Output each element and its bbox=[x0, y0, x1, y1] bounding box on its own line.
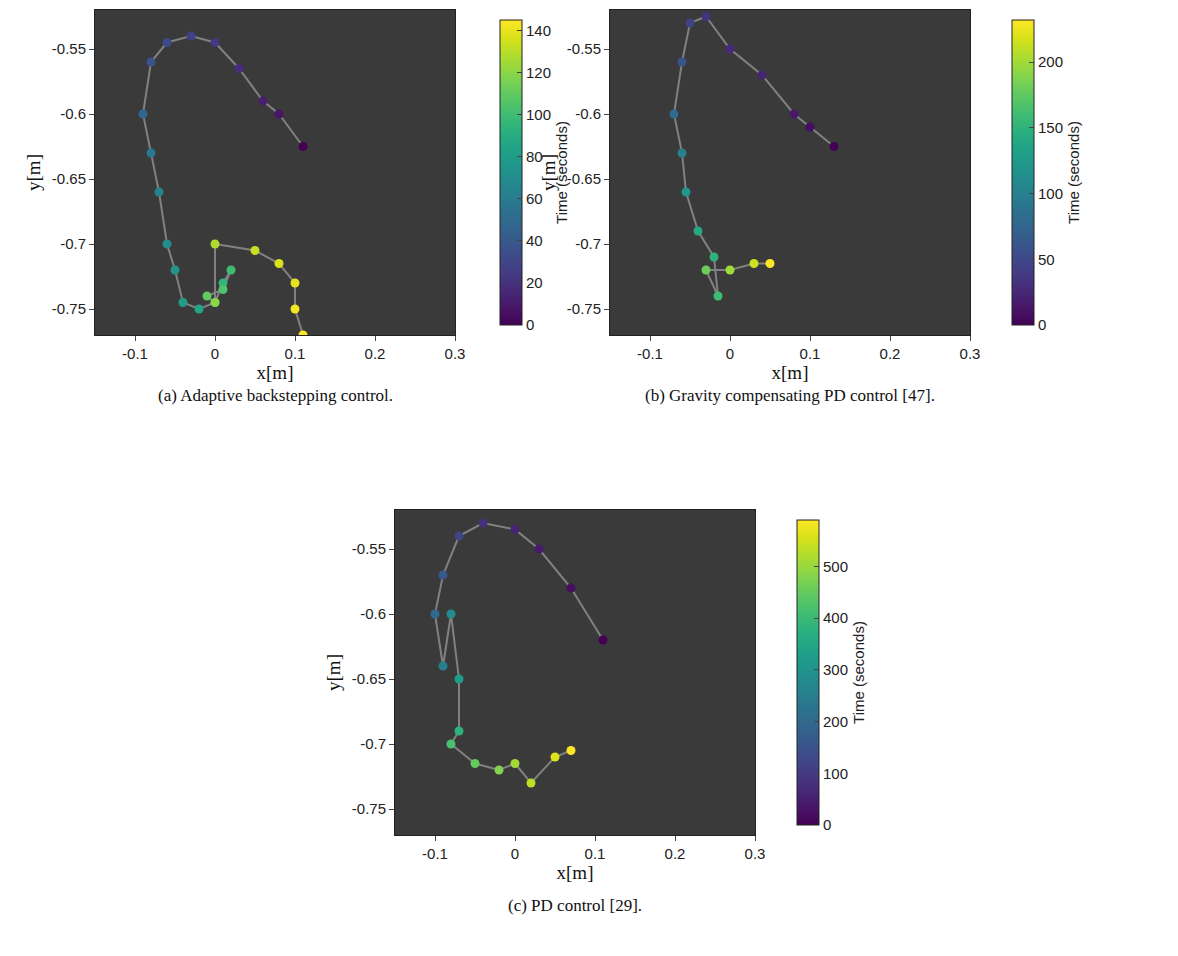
svg-text:-0.6: -0.6 bbox=[360, 605, 386, 622]
svg-text:-0.55: -0.55 bbox=[52, 40, 86, 57]
svg-text:0.3: 0.3 bbox=[960, 345, 981, 362]
svg-text:-0.75: -0.75 bbox=[352, 800, 386, 817]
svg-text:120: 120 bbox=[526, 64, 551, 81]
svg-text:0: 0 bbox=[211, 345, 219, 362]
svg-text:0.2: 0.2 bbox=[880, 345, 901, 362]
svg-text:Time (seconds): Time (seconds) bbox=[850, 621, 867, 724]
svg-text:-0.6: -0.6 bbox=[575, 105, 601, 122]
svg-text:0: 0 bbox=[511, 845, 519, 862]
svg-text:0.2: 0.2 bbox=[365, 345, 386, 362]
svg-text:0: 0 bbox=[823, 816, 831, 833]
svg-text:40: 40 bbox=[526, 232, 543, 249]
svg-text:0.3: 0.3 bbox=[445, 345, 466, 362]
svg-text:20: 20 bbox=[526, 274, 543, 291]
svg-text:(b) Gravity compensating PD co: (b) Gravity compensating PD control [47]… bbox=[645, 386, 935, 405]
svg-text:0.1: 0.1 bbox=[800, 345, 821, 362]
svg-text:80: 80 bbox=[526, 148, 543, 165]
svg-text:y[m]: y[m] bbox=[323, 654, 344, 691]
svg-text:0.2: 0.2 bbox=[665, 845, 686, 862]
svg-text:-0.1: -0.1 bbox=[122, 345, 148, 362]
svg-text:150: 150 bbox=[1038, 119, 1063, 136]
svg-text:-0.75: -0.75 bbox=[52, 300, 86, 317]
svg-text:200: 200 bbox=[1038, 53, 1063, 70]
svg-text:x[m]: x[m] bbox=[772, 362, 809, 383]
svg-text:-0.55: -0.55 bbox=[352, 540, 386, 557]
svg-text:-0.6: -0.6 bbox=[60, 105, 86, 122]
svg-text:100: 100 bbox=[526, 106, 551, 123]
svg-text:60: 60 bbox=[526, 190, 543, 207]
svg-text:-0.75: -0.75 bbox=[567, 300, 601, 317]
svg-text:y[m]: y[m] bbox=[23, 154, 44, 191]
svg-text:400: 400 bbox=[823, 609, 848, 626]
svg-text:-0.65: -0.65 bbox=[352, 670, 386, 687]
svg-text:Time (seconds): Time (seconds) bbox=[1065, 121, 1082, 224]
svg-text:500: 500 bbox=[823, 558, 848, 575]
svg-text:200: 200 bbox=[823, 713, 848, 730]
svg-text:x[m]: x[m] bbox=[557, 862, 594, 883]
svg-text:-0.1: -0.1 bbox=[637, 345, 663, 362]
svg-text:0: 0 bbox=[526, 316, 534, 333]
svg-text:50: 50 bbox=[1038, 251, 1055, 268]
svg-text:0: 0 bbox=[726, 345, 734, 362]
svg-text:-0.65: -0.65 bbox=[567, 170, 601, 187]
svg-text:0.3: 0.3 bbox=[745, 845, 766, 862]
svg-text:Time (seconds): Time (seconds) bbox=[553, 121, 570, 224]
svg-text:x[m]: x[m] bbox=[257, 362, 294, 383]
svg-text:140: 140 bbox=[526, 22, 551, 39]
svg-text:-0.7: -0.7 bbox=[360, 735, 386, 752]
svg-text:100: 100 bbox=[823, 765, 848, 782]
svg-text:0.1: 0.1 bbox=[585, 845, 606, 862]
svg-text:-0.65: -0.65 bbox=[52, 170, 86, 187]
svg-text:0: 0 bbox=[1038, 316, 1046, 333]
svg-text:-0.1: -0.1 bbox=[422, 845, 448, 862]
svg-text:-0.7: -0.7 bbox=[575, 235, 601, 252]
svg-text:y[m]: y[m] bbox=[538, 154, 559, 191]
svg-text:0.1: 0.1 bbox=[285, 345, 306, 362]
svg-text:300: 300 bbox=[823, 661, 848, 678]
svg-text:(c) PD control [29].: (c) PD control [29]. bbox=[508, 896, 642, 915]
svg-text:-0.55: -0.55 bbox=[567, 40, 601, 57]
svg-text:(a) Adaptive backstepping cont: (a) Adaptive backstepping control. bbox=[158, 386, 393, 405]
svg-text:-0.7: -0.7 bbox=[60, 235, 86, 252]
svg-text:100: 100 bbox=[1038, 185, 1063, 202]
